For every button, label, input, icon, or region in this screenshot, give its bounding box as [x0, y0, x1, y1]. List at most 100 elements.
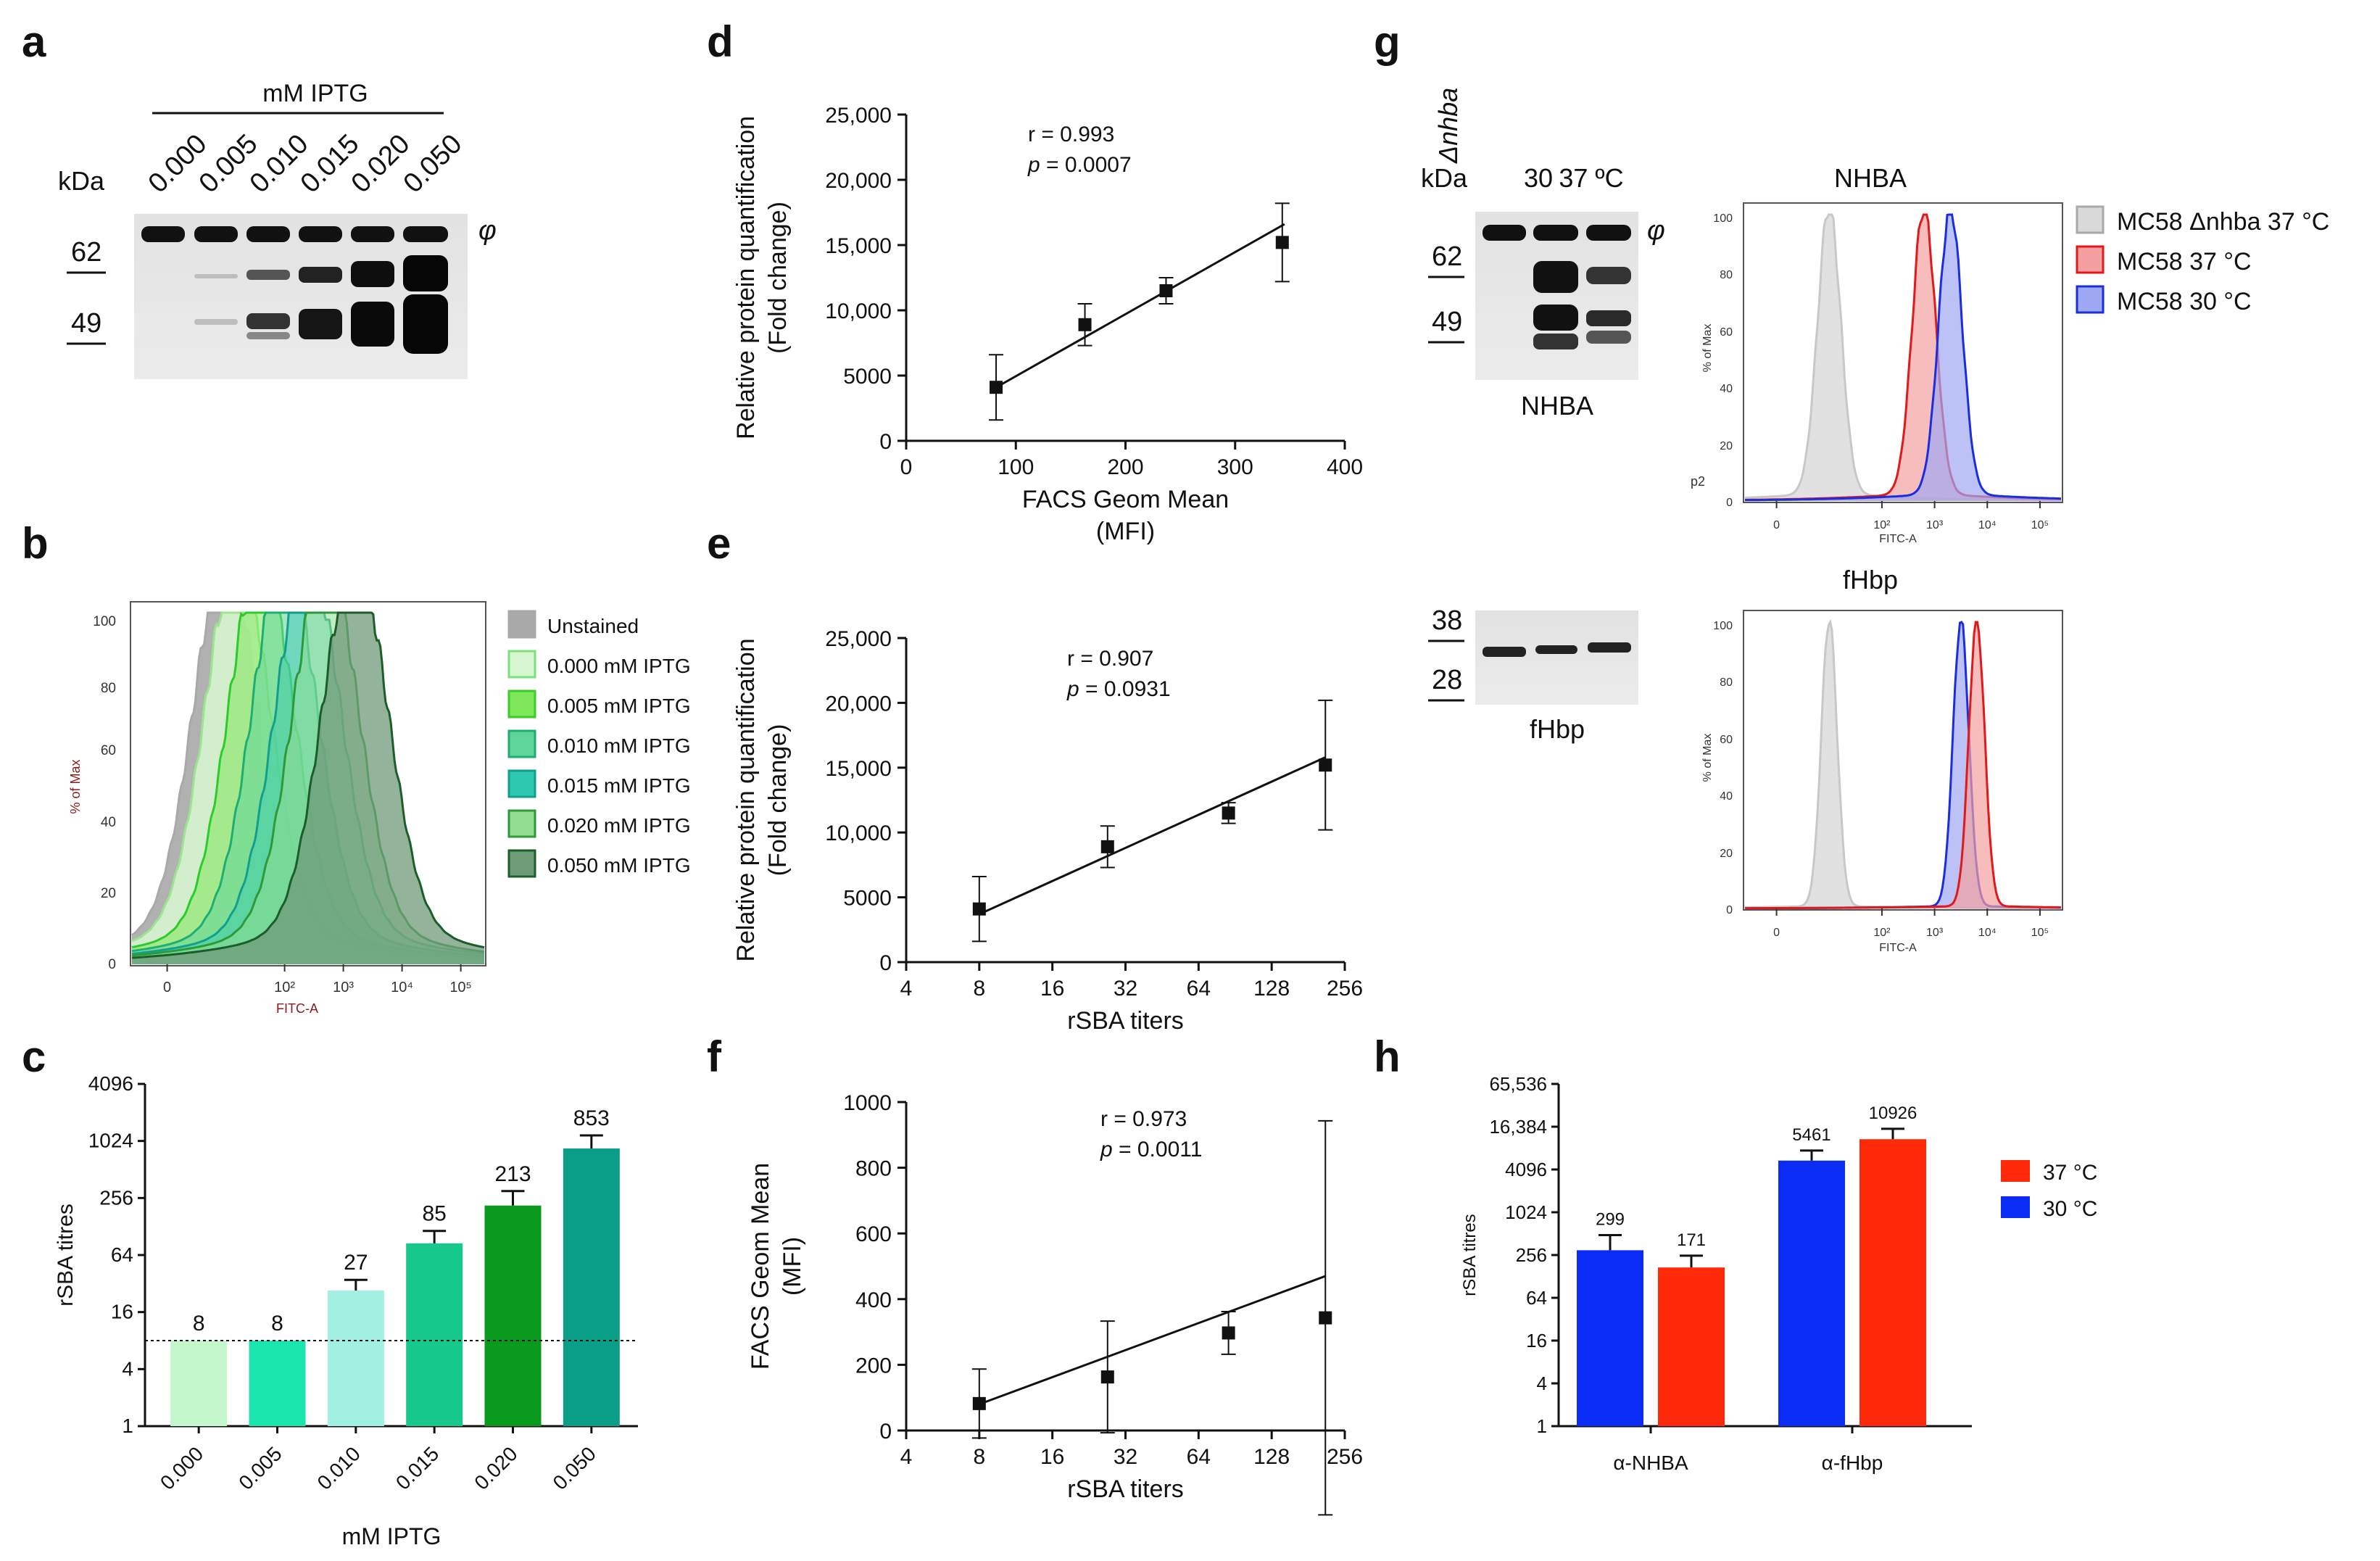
h-ylabel: rSBA titres — [1460, 1214, 1480, 1296]
lane-label-4: 0.020 — [346, 128, 416, 199]
h-value-label: 299 — [1596, 1209, 1625, 1229]
chart-e-data-point — [1319, 758, 1332, 772]
h-legend-swatch — [2001, 1196, 2030, 1218]
c-xtick-label: 0.005 — [234, 1442, 286, 1494]
chart-f-ytick-label: 200 — [855, 1354, 892, 1378]
chart-c-ytick-label: 256 — [99, 1186, 133, 1209]
g-marker-49: 49 — [1432, 307, 1462, 337]
phi-label: φ — [478, 215, 497, 246]
hist-b-xtick-label: 10³ — [333, 980, 354, 995]
hist-b-ytick-80: 80 — [101, 681, 116, 696]
panel-label-a: a — [22, 17, 46, 66]
g-hist1-p2: p2 — [1691, 474, 1705, 489]
chart-d-xlabel2: (MFI) — [1096, 518, 1155, 545]
legend-b-swatch-1 — [507, 650, 536, 679]
hist-b-area-2 — [132, 613, 484, 964]
chart-c-ytick-label: 1024 — [88, 1130, 133, 1152]
c-bar — [249, 1341, 306, 1426]
chart-f-ytick-label: 0 — [879, 1420, 892, 1444]
c-value-label: 8 — [193, 1312, 205, 1336]
hist-b-xtick-label: 0 — [163, 980, 171, 995]
c-bar — [563, 1148, 620, 1426]
g-lane-label-1: 30 — [1524, 163, 1553, 193]
chart-e-ytick-label: 5000 — [843, 887, 892, 911]
chart-d-ytick-label: 5000 — [843, 365, 892, 389]
chart-e-stat-p: p = 0.0931 — [1066, 677, 1171, 701]
c-value-label: 8 — [271, 1312, 283, 1336]
chart-h-ytick-label: 256 — [1516, 1244, 1547, 1266]
g-hist1-frame — [1743, 202, 2063, 503]
legend-b-label-2: 0.005 mM IPTG — [547, 695, 691, 717]
chart-f-data-point — [1100, 1370, 1114, 1384]
marker-62: 62 — [71, 237, 101, 268]
chart-e-xlabel: rSBA titers — [1067, 1007, 1184, 1035]
chart-e-ytick-label: 25,000 — [825, 627, 892, 651]
hist-b-frame — [130, 601, 486, 966]
c-value-label: 213 — [494, 1162, 531, 1186]
c-xtick-label: 0.015 — [391, 1442, 443, 1494]
chart-e-fit-line — [979, 756, 1326, 916]
c-value-label: 853 — [573, 1106, 610, 1130]
lane-label-5: 0.050 — [398, 128, 468, 199]
chart-e-data-point — [1100, 840, 1114, 853]
panel-d-scatter: 0 100 200 300 400 0 5000 10,000 15,000 20,000 25,0… — [732, 104, 1363, 545]
g-legend: MC58 Δnhba 37 °C MC58 37 °C MC58 30 °C — [2076, 205, 2329, 315]
chart-d-ytick-label: 0 — [879, 430, 892, 454]
hist-g1-xtick-label: 10³ — [1926, 519, 1944, 531]
chart-d-ylabel2: (Fold change) — [764, 202, 792, 354]
chart-e-xtick-label: 64 — [1187, 977, 1211, 1001]
g-hist2-ytick-40: 40 — [1720, 790, 1733, 803]
chart-e-ytick-label: 0 — [879, 951, 892, 975]
h-xtick-label: α-fHbp — [1822, 1452, 1883, 1474]
lane-label-1: 0.005 — [194, 128, 264, 199]
chart-f-ytick-label: 600 — [855, 1222, 892, 1246]
chart-d-xtick-label: 200 — [1107, 455, 1143, 479]
g-phi-label: φ — [1647, 215, 1665, 246]
chart-d-data-point — [1159, 284, 1173, 297]
chart-f-xtick-label: 8 — [973, 1445, 985, 1469]
chart-h-ytick-label: 64 — [1526, 1287, 1547, 1309]
g-legend-swatch-2 — [2076, 285, 2105, 314]
g-hist2-xlabel: FITC-A — [1879, 942, 1917, 954]
g-hist1-ytick-60: 60 — [1720, 326, 1733, 339]
g-blot2-label: fHbp — [1530, 714, 1585, 744]
panel-g: Δnhba 30 37 ºC kDa 62 49 φ NHBA 38 — [1421, 88, 2329, 954]
chart-d-xtick-label: 0 — [900, 455, 913, 479]
h-value-label: 171 — [1677, 1230, 1706, 1250]
c-xtick-label: 0.010 — [313, 1442, 365, 1494]
chart-f-ylabel2: (MFI) — [779, 1237, 806, 1296]
chart-d-ytick-label: 10,000 — [825, 299, 892, 323]
g-lane-label-0: Δnhba — [1433, 88, 1463, 164]
panel-a-blot: mM IPTG kDa 0.000 0.005 0.010 0.015 0.02… — [58, 80, 497, 379]
hist-g1-xtick-label: 0 — [1773, 519, 1780, 531]
chart-h-ytick-label: 16,384 — [1489, 1116, 1547, 1138]
h-bar — [1577, 1250, 1643, 1426]
chart-d-data-point — [990, 381, 1003, 394]
g-hist1-ytick-40: 40 — [1720, 383, 1733, 395]
hist-b-xlabel: FITC-A — [276, 1001, 318, 1016]
hist-g2-curve-0 — [1745, 618, 2061, 910]
chart-e-xtick-label: 8 — [973, 977, 985, 1001]
g-legend-swatch-1 — [2076, 245, 2105, 274]
h-xtick-label: α-NHBA — [1613, 1452, 1688, 1474]
chart-h-ytick-label: 65,536 — [1489, 1073, 1547, 1095]
legend-b-swatch-4 — [507, 769, 536, 798]
h-legend-label: 30 °C — [2043, 1197, 2097, 1221]
chart-f-ytick-label: 800 — [855, 1157, 892, 1181]
chart-e-ytick-label: 15,000 — [825, 757, 892, 781]
legend-b-swatch-3 — [507, 729, 536, 758]
chart-e-data-point — [1222, 806, 1235, 820]
g-hist2-ytick-20: 20 — [1720, 848, 1733, 860]
hist-g2-curve-1 — [1745, 621, 2061, 910]
legend-b-swatch-6 — [507, 849, 536, 878]
hist-g2-xtick-label: 0 — [1773, 927, 1780, 939]
chart-f-fit-line — [979, 1275, 1326, 1406]
c-bar — [484, 1205, 542, 1426]
hist-b-xtick-label: 10⁵ — [449, 980, 472, 995]
hist-g1-xtick-label: 10⁴ — [1978, 519, 1997, 531]
hist-g1-xtick-label: 10² — [1873, 519, 1891, 531]
lane-label-3: 0.015 — [295, 128, 365, 199]
legend-b-swatch-2 — [507, 690, 536, 719]
chart-d-xtick-label: 100 — [998, 455, 1034, 479]
g-hist2-frame — [1743, 610, 2063, 911]
